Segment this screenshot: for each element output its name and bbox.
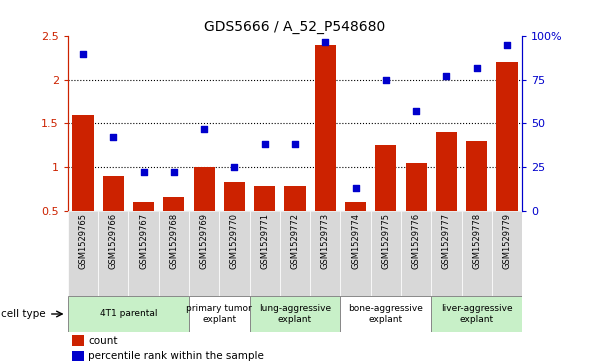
FancyBboxPatch shape [219, 211, 250, 296]
Text: percentile rank within the sample: percentile rank within the sample [88, 351, 264, 361]
Point [139, 169, 148, 175]
Bar [133, 202, 154, 211]
Text: GSM1529776: GSM1529776 [412, 213, 421, 269]
FancyBboxPatch shape [461, 211, 492, 296]
Bar [436, 132, 457, 211]
Text: GSM1529769: GSM1529769 [199, 213, 209, 269]
FancyBboxPatch shape [340, 211, 371, 296]
Title: GDS5666 / A_52_P548680: GDS5666 / A_52_P548680 [204, 20, 386, 34]
Text: GSM1529765: GSM1529765 [78, 213, 87, 269]
FancyBboxPatch shape [129, 211, 159, 296]
Bar [254, 186, 276, 211]
Bar [224, 182, 245, 211]
FancyBboxPatch shape [340, 296, 431, 332]
Bar [73, 335, 84, 346]
FancyBboxPatch shape [68, 211, 98, 296]
Text: GSM1529770: GSM1529770 [230, 213, 239, 269]
FancyBboxPatch shape [431, 211, 461, 296]
Text: GSM1529772: GSM1529772 [290, 213, 300, 269]
Bar [466, 141, 487, 211]
FancyBboxPatch shape [401, 211, 431, 296]
Bar [73, 115, 94, 211]
Text: cell type: cell type [1, 309, 46, 319]
Text: GSM1529775: GSM1529775 [381, 213, 391, 269]
FancyBboxPatch shape [250, 296, 340, 332]
Text: primary tumor
explant: primary tumor explant [186, 304, 252, 324]
Point [109, 134, 118, 140]
Bar [284, 186, 306, 211]
Point [290, 142, 300, 147]
Text: GSM1529778: GSM1529778 [472, 213, 481, 269]
Text: lung-aggressive
explant: lung-aggressive explant [259, 304, 331, 324]
FancyBboxPatch shape [492, 211, 522, 296]
Text: GSM1529771: GSM1529771 [260, 213, 269, 269]
FancyBboxPatch shape [280, 211, 310, 296]
Text: GSM1529773: GSM1529773 [321, 213, 330, 269]
Text: 4T1 parental: 4T1 parental [100, 310, 157, 318]
Bar [103, 176, 124, 211]
Text: GSM1529777: GSM1529777 [442, 213, 451, 269]
Bar [345, 202, 366, 211]
Point [78, 51, 88, 57]
FancyBboxPatch shape [371, 211, 401, 296]
Bar [73, 351, 84, 362]
Point [351, 185, 360, 191]
Text: count: count [88, 336, 118, 346]
Point [230, 164, 239, 170]
Text: liver-aggressive
explant: liver-aggressive explant [441, 304, 513, 324]
Bar [496, 62, 517, 211]
FancyBboxPatch shape [159, 211, 189, 296]
Text: GSM1529774: GSM1529774 [351, 213, 360, 269]
Bar [405, 163, 427, 211]
Point [199, 126, 209, 131]
Text: GSM1529767: GSM1529767 [139, 213, 148, 269]
Text: GSM1529779: GSM1529779 [503, 213, 512, 269]
Text: GSM1529766: GSM1529766 [109, 213, 118, 269]
FancyBboxPatch shape [310, 211, 340, 296]
Point [260, 142, 270, 147]
Bar [194, 167, 215, 211]
FancyBboxPatch shape [189, 211, 219, 296]
Point [381, 77, 391, 83]
FancyBboxPatch shape [98, 211, 129, 296]
Bar [375, 145, 396, 211]
Bar [163, 197, 185, 211]
FancyBboxPatch shape [431, 296, 522, 332]
Point [502, 42, 512, 48]
FancyBboxPatch shape [68, 296, 189, 332]
FancyBboxPatch shape [189, 296, 250, 332]
Point [411, 108, 421, 114]
FancyBboxPatch shape [250, 211, 280, 296]
Bar [314, 45, 336, 211]
Point [472, 65, 481, 70]
Point [169, 169, 179, 175]
Point [320, 38, 330, 44]
Text: GSM1529768: GSM1529768 [169, 213, 178, 269]
Text: bone-aggressive
explant: bone-aggressive explant [349, 304, 423, 324]
Point [442, 73, 451, 79]
